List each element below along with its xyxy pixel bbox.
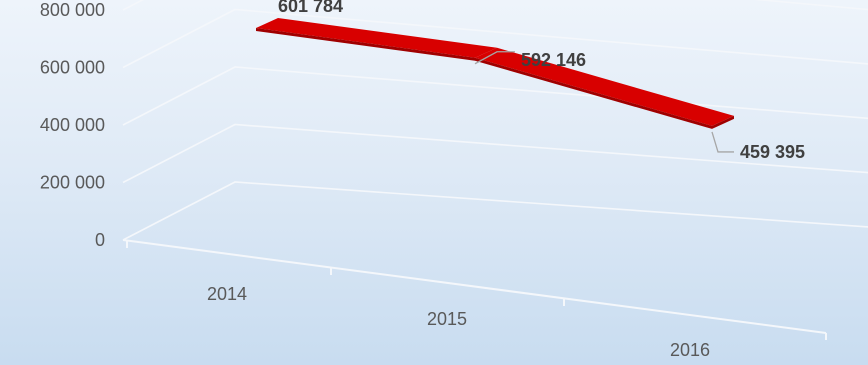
y-gridline [122, 8, 868, 69]
data-label-leader [474, 51, 515, 65]
y-tick-label: 600 000 [40, 58, 105, 78]
y-tick-label: 200 000 [40, 173, 105, 193]
series-segment-top [475, 47, 734, 126]
series-segment-front [475, 57, 712, 129]
x-tick-label: 2016 [670, 340, 710, 360]
y-tick-label: 400 000 [40, 115, 105, 135]
x-tick-label: 2015 [427, 309, 467, 329]
x-axis-line [122, 239, 827, 334]
y-gridline [122, 0, 868, 11]
data-label: 601 784 [278, 0, 343, 16]
y-gridline [122, 123, 868, 184]
data-label: 459 395 [740, 142, 805, 162]
y-gridline [122, 181, 868, 241]
series-segment-top [256, 17, 497, 58]
series-segment-front [256, 27, 475, 61]
data-label: 592 146 [521, 50, 586, 70]
series-end-cap [712, 115, 734, 129]
y-tick-label: 0 [95, 230, 105, 250]
data-label-leader [711, 131, 734, 153]
series-ribbon [256, 17, 734, 129]
y-gridline [122, 66, 868, 126]
x-tick-label: 2014 [207, 284, 247, 304]
gridlines [122, 0, 868, 241]
axes: 0 200 000 400 000 600 000 800 000 2014 2015 201… [40, 0, 827, 360]
data-labels: 601 784 592 146 459 395 [278, 0, 805, 162]
y-tick-label: 800 000 [40, 0, 105, 20]
